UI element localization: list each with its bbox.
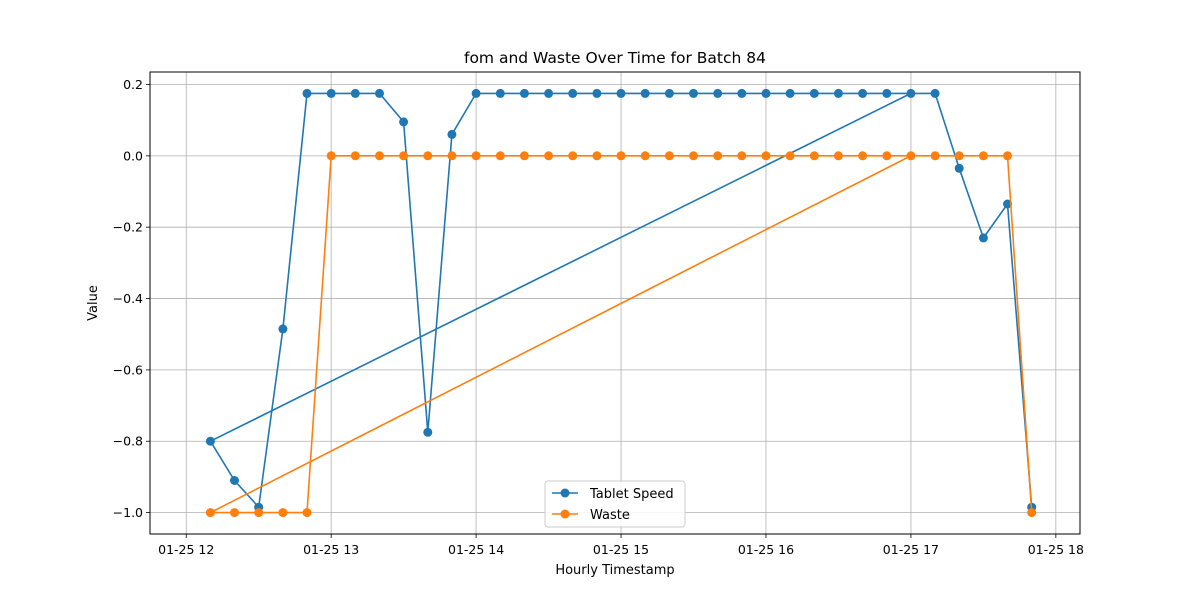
data-point-waste (954, 151, 964, 161)
data-point-tablet-speed (326, 88, 336, 98)
data-point-waste (495, 151, 505, 161)
x-tick-label: 01-25 15 (593, 542, 649, 557)
y-tick-label: 0.0 (123, 148, 143, 163)
legend-marker-tablet-speed (560, 488, 570, 498)
data-point-waste (375, 151, 384, 161)
data-point-tablet-speed (350, 88, 360, 98)
data-point-tablet-speed (399, 117, 409, 127)
series-waste (205, 151, 1037, 518)
legend-marker-waste (560, 509, 570, 519)
data-point-tablet-speed (230, 476, 239, 485)
y-tick-label: 0.2 (123, 77, 143, 92)
data-point-waste (592, 151, 602, 161)
y-axis-title: Value (86, 285, 101, 321)
data-point-tablet-speed (882, 88, 892, 98)
data-point-tablet-speed (302, 88, 312, 98)
data-point-tablet-speed (833, 88, 843, 98)
chart-title: fom and Waste Over Time for Batch 84 (464, 49, 766, 67)
plot-frame (149, 71, 1081, 535)
data-point-tablet-speed (495, 88, 505, 98)
x-tick-label: 01-25 12 (158, 542, 214, 557)
data-point-waste (737, 151, 747, 161)
legend-box (544, 480, 686, 528)
data-point-tablet-speed (423, 427, 433, 437)
legend-label-tablet-speed: Tablet Speed (589, 487, 674, 502)
x-tick-label: 01-25 17 (883, 542, 939, 557)
data-point-tablet-speed (471, 88, 481, 98)
data-point-tablet-speed (664, 88, 674, 98)
data-point-waste (906, 151, 916, 161)
legend: Tablet Speed Waste (544, 480, 686, 528)
data-point-tablet-speed (544, 88, 554, 98)
data-point-waste (664, 151, 674, 161)
data-point-tablet-speed (785, 88, 795, 98)
data-point-waste (254, 508, 264, 518)
y-tick-label: −0.6 (113, 362, 143, 377)
data-point-tablet-speed (737, 88, 747, 98)
data-point-tablet-speed (568, 88, 578, 98)
data-point-tablet-speed (1003, 199, 1012, 209)
y-tick-label: −0.4 (113, 291, 143, 306)
data-point-tablet-speed (519, 88, 529, 98)
data-point-tablet-speed (616, 88, 626, 98)
data-point-waste (785, 151, 795, 161)
data-point-tablet-speed (858, 88, 868, 98)
series-layer (205, 88, 1037, 518)
data-point-waste (930, 151, 940, 161)
data-point-waste (809, 151, 819, 161)
data-point-waste (616, 151, 626, 161)
data-point-waste (882, 151, 892, 161)
data-point-tablet-speed (592, 88, 602, 98)
y-tick-label: −1.0 (113, 505, 143, 520)
data-point-tablet-speed (689, 88, 698, 98)
x-tick-label: 01-25 13 (303, 542, 359, 557)
data-point-waste (519, 151, 529, 161)
ticks: 01-25 12 01-25 13 01-25 14 01-25 15 01-25 16… (113, 77, 1084, 557)
data-point-waste (471, 151, 481, 161)
data-point-tablet-speed (809, 88, 819, 98)
data-point-waste (278, 508, 288, 518)
data-point-tablet-speed (906, 88, 916, 98)
data-point-tablet-speed (447, 129, 457, 139)
data-point-waste (978, 151, 988, 161)
x-axis-title: Hourly Timestamp (555, 563, 674, 578)
data-point-waste (833, 151, 843, 161)
data-point-waste (1003, 151, 1012, 161)
y-tick-label: −0.2 (113, 220, 143, 235)
data-point-tablet-speed (713, 88, 723, 98)
data-point-waste (858, 151, 868, 161)
data-point-waste (761, 151, 771, 161)
data-point-tablet-speed (978, 233, 988, 243)
x-tick-label: 01-25 18 (1028, 542, 1084, 557)
data-point-waste (326, 151, 336, 161)
data-point-tablet-speed (278, 324, 288, 334)
data-point-waste (230, 508, 239, 518)
legend-label-waste: Waste (590, 508, 630, 523)
data-point-tablet-speed (640, 88, 650, 98)
data-point-waste (423, 151, 433, 161)
data-point-tablet-speed (930, 88, 940, 98)
data-point-tablet-speed (375, 88, 384, 98)
data-point-waste (447, 151, 457, 161)
y-tick-label: −0.8 (113, 434, 143, 449)
data-point-waste (302, 508, 312, 518)
data-point-waste (568, 151, 578, 161)
data-point-waste (350, 151, 360, 161)
data-point-waste (713, 151, 723, 161)
data-point-waste (1027, 508, 1037, 518)
data-point-waste (205, 508, 215, 518)
data-point-waste (544, 151, 554, 161)
data-point-waste (640, 151, 650, 161)
x-tick-label: 01-25 14 (448, 542, 504, 557)
x-tick-label: 01-25 16 (738, 542, 794, 557)
data-point-waste (399, 151, 409, 161)
data-point-tablet-speed (205, 436, 215, 446)
data-point-waste (689, 151, 698, 161)
data-point-tablet-speed (761, 88, 771, 98)
data-point-tablet-speed (954, 163, 964, 173)
